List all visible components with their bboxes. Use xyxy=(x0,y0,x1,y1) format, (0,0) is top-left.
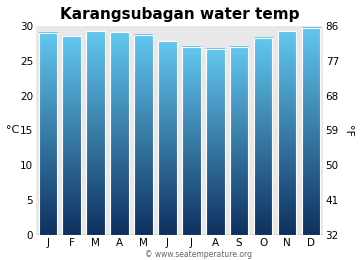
Bar xyxy=(302,28,320,235)
Bar xyxy=(134,35,153,235)
Bar xyxy=(254,38,273,235)
Bar xyxy=(230,47,248,235)
Bar xyxy=(62,36,81,235)
Y-axis label: °C: °C xyxy=(6,126,19,135)
Text: © www.seatemperature.org: © www.seatemperature.org xyxy=(144,250,252,259)
Bar xyxy=(278,31,296,235)
Y-axis label: °F: °F xyxy=(343,125,353,136)
Bar xyxy=(86,31,105,235)
Bar xyxy=(206,49,225,235)
Bar xyxy=(110,32,129,235)
Bar xyxy=(158,41,177,235)
Bar xyxy=(182,47,201,235)
Title: Karangsubagan water temp: Karangsubagan water temp xyxy=(60,7,299,22)
Bar xyxy=(39,33,57,235)
